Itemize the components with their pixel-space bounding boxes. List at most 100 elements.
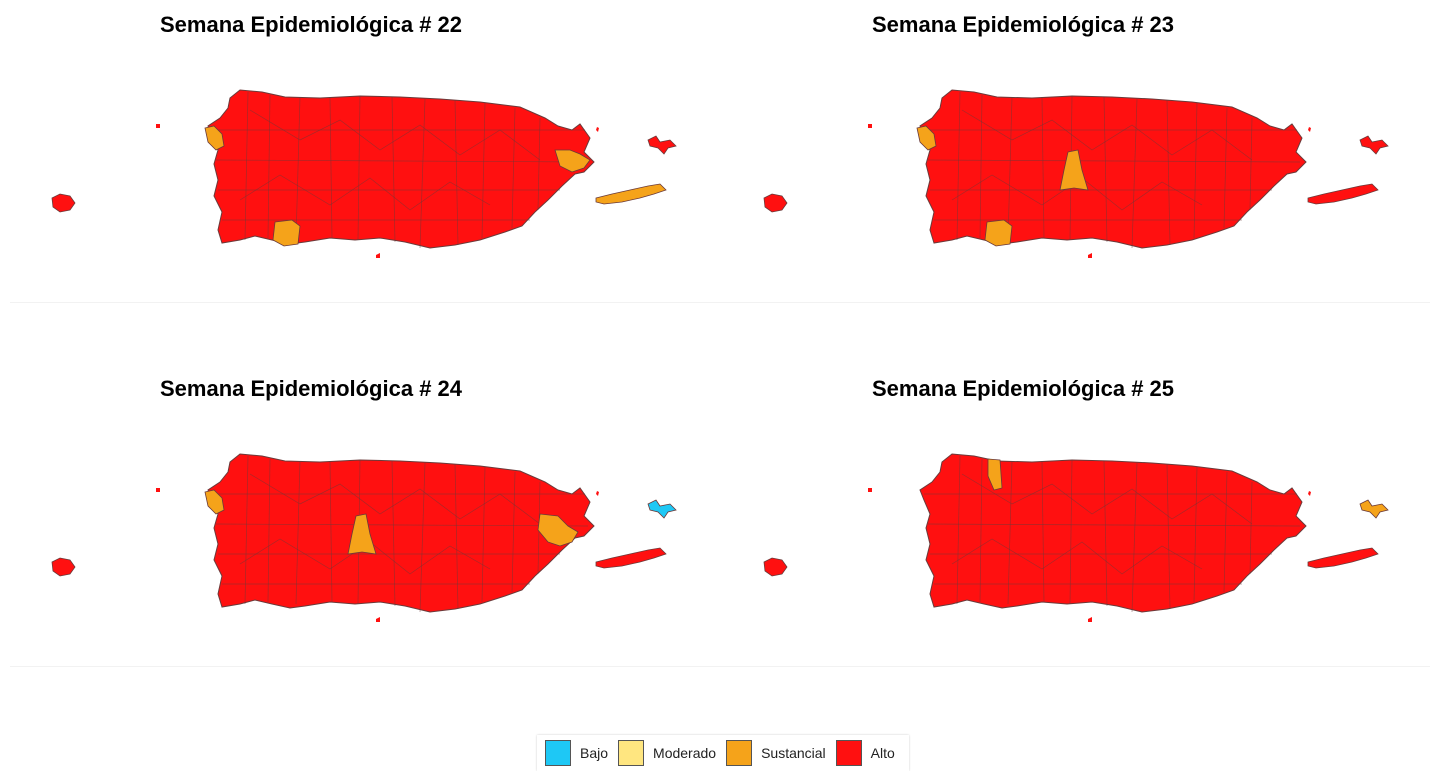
panel-title: Semana Epidemiológica # 22 (160, 12, 463, 37)
panel-title: Semana Epidemiológica # 24 (160, 376, 463, 401)
municipality-borders (924, 455, 1301, 613)
municipality-border (1131, 98, 1138, 249)
municipality-border (927, 159, 1301, 163)
municipality-aguadilla (916, 125, 937, 151)
municipality-border (511, 107, 516, 229)
map-panel-week-24: Semana Epidemiológica # 24 (0, 364, 710, 664)
caja-de-muertos-island (376, 617, 380, 622)
municipality-borders (212, 455, 589, 613)
map-panel-week-25: Semana Epidemiológica # 25 (712, 364, 1422, 664)
legend-swatch-sustancial (726, 740, 753, 766)
mainland-puerto-rico (207, 89, 595, 249)
municipality-border (537, 117, 541, 211)
municipality-jayuya (347, 513, 377, 555)
municipality-border (979, 458, 983, 603)
puerto-rico-map (763, 453, 1389, 622)
puerto-rico-map (763, 89, 1389, 258)
municipality-border (454, 99, 459, 246)
legend-item-moderado: Moderado (618, 740, 716, 766)
municipality-border (511, 471, 516, 593)
small-islet (1308, 127, 1311, 132)
legend-swatch-bajo (545, 740, 571, 766)
mainland-puerto-rico (207, 453, 595, 613)
legend-swatch-alto (835, 740, 862, 766)
municipality-border (249, 109, 541, 161)
legend-item-alto: Alto (835, 740, 895, 766)
municipality-jayuya (1059, 149, 1089, 191)
panel-divider (10, 666, 1430, 667)
municipality-border (481, 102, 486, 239)
municipality-border (1166, 99, 1171, 246)
legend-label: Alto (870, 745, 895, 761)
municipality-border (1249, 481, 1253, 575)
municipality-border (1103, 96, 1108, 243)
municipality-aguadilla (204, 489, 225, 515)
panel-divider (10, 302, 1430, 303)
small-islet (596, 491, 599, 496)
municipality-border (1041, 461, 1045, 603)
municipality-border (961, 109, 1253, 161)
mona-island (763, 557, 788, 577)
caja-de-muertos-island (1088, 617, 1092, 622)
municipality-culebra (1359, 135, 1389, 155)
panel-title: Semana Epidemiológica # 25 (872, 376, 1175, 401)
municipality-border (956, 455, 961, 605)
municipality-culebra (647, 499, 677, 519)
legend-label: Sustancial (761, 745, 826, 761)
desecheo-island (868, 124, 872, 128)
municipality-aguadilla (204, 125, 225, 151)
municipality-border (481, 466, 486, 603)
map-panel-week-23: Semana Epidemiológica # 23 (712, 0, 1422, 300)
municipality-border (979, 94, 983, 239)
municipality-border (1166, 463, 1171, 610)
mona-island (51, 193, 76, 213)
municipality-culebra (1359, 499, 1389, 519)
municipality-border (244, 455, 249, 605)
municipality-border (419, 98, 426, 249)
mainland-puerto-rico (919, 453, 1307, 613)
legend-label: Bajo (580, 745, 609, 761)
municipality-ceiba (554, 149, 591, 173)
municipality-border (1193, 466, 1198, 603)
municipality-border (239, 174, 491, 211)
municipality-border (454, 463, 459, 610)
municipality-border (1103, 460, 1108, 607)
municipality-border (419, 462, 426, 613)
mona-island (51, 557, 76, 577)
municipality-border (1249, 117, 1253, 211)
municipality-vieques (1307, 547, 1379, 569)
municipality-border (1041, 97, 1045, 239)
small-islet (1308, 491, 1311, 496)
municipality-border (267, 94, 271, 239)
legend-label: Moderado (653, 745, 717, 761)
legend-item-sustancial: Sustancial (726, 740, 826, 766)
legend-item-bajo: Bajo (545, 740, 608, 766)
municipality-border (249, 473, 541, 525)
municipality-culebra (647, 135, 677, 155)
municipality-border (295, 96, 301, 241)
puerto-rico-map (51, 453, 677, 622)
municipality-lajas (272, 219, 301, 247)
municipality-hatillo (987, 458, 1003, 491)
municipality-border (1007, 96, 1013, 241)
municipality-border (215, 523, 589, 527)
municipality-vieques (595, 183, 667, 205)
municipality-border (267, 458, 271, 603)
municipality-border (961, 473, 1253, 525)
municipality-border (329, 97, 333, 239)
municipality-border (1131, 462, 1138, 613)
municipality-border (295, 460, 301, 605)
municipality-border (956, 91, 961, 241)
municipality-border (244, 91, 249, 241)
desecheo-island (156, 124, 160, 128)
municipality-border (215, 159, 589, 163)
municipality-border (1223, 471, 1228, 593)
municipality-border (1007, 460, 1013, 605)
municipality-border (391, 460, 396, 607)
municipality-borders (212, 91, 589, 249)
puerto-rico-map (51, 89, 677, 258)
caja-de-muertos-island (1088, 253, 1092, 258)
legend: Bajo Moderado Sustancial Alto (537, 735, 909, 771)
small-islet (596, 127, 599, 132)
municipality-border (927, 523, 1301, 527)
